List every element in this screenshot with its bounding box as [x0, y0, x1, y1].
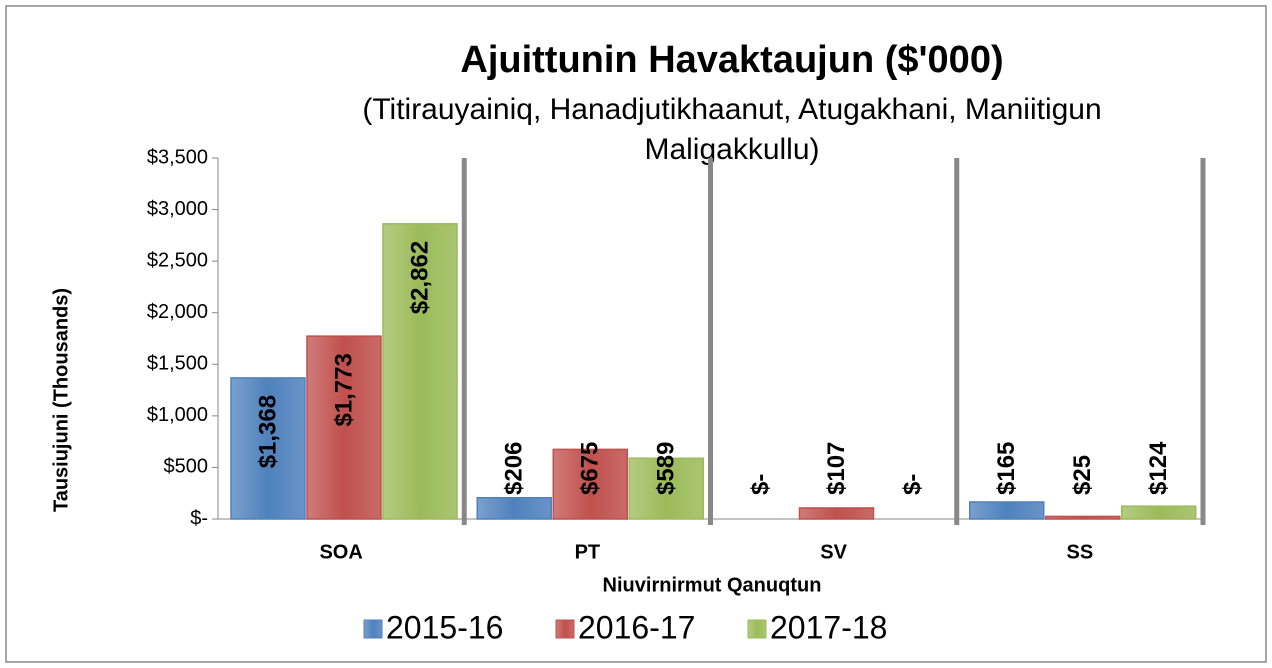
- data-label: $675: [577, 442, 604, 495]
- y-tick-label: $1,000: [147, 404, 208, 426]
- legend-label: 2017-18: [770, 609, 887, 645]
- legend-swatch: [555, 619, 575, 639]
- data-label: $25: [1069, 455, 1096, 495]
- data-label: $1,368: [254, 395, 281, 468]
- legend-label: 2015-16: [386, 609, 503, 645]
- data-label: $-: [899, 474, 926, 495]
- x-tick-label: PT: [575, 541, 601, 563]
- bar: [476, 497, 552, 520]
- bar: [798, 507, 875, 520]
- y-tick-label: $3,000: [147, 198, 208, 220]
- x-tick-label: SV: [820, 541, 847, 563]
- bar: [382, 223, 458, 520]
- chart-title: Ajuittunin Havaktaujun ($'000): [460, 39, 1003, 81]
- legend-label: 2016-17: [578, 609, 695, 645]
- y-tick-label: $-: [190, 507, 208, 529]
- y-axis-title: Tausiujuni (Thousands): [50, 288, 72, 512]
- data-label: $107: [823, 442, 850, 495]
- chart-subtitle: Maligakkullu): [644, 133, 819, 166]
- legend-swatch: [747, 619, 767, 639]
- x-tick-label: SOA: [319, 541, 362, 563]
- y-tick-label: $3,500: [147, 146, 208, 168]
- y-tick-label: $1,500: [147, 353, 208, 375]
- x-tick-label: SS: [1067, 541, 1094, 563]
- data-label: $206: [501, 442, 528, 495]
- bar: [1121, 505, 1197, 520]
- y-tick-label: $2,000: [147, 301, 208, 323]
- x-axis-title: Niuvirnirmut Qanuqtun: [603, 574, 822, 596]
- data-label: $124: [1145, 441, 1172, 495]
- data-label: $1,773: [330, 353, 357, 426]
- bar: [969, 501, 1045, 520]
- bar: [628, 457, 704, 520]
- chart-subtitle: (Titirauyainiq, Hanadjutikhaanut, Atugak…: [362, 93, 1101, 126]
- data-label: $165: [993, 442, 1020, 495]
- chart-border: [5, 5, 1267, 663]
- bar: [230, 377, 306, 520]
- data-label: $-: [747, 474, 774, 495]
- y-tick-label: $2,500: [147, 249, 208, 271]
- data-label: $589: [653, 442, 680, 495]
- data-label: $2,862: [406, 241, 433, 314]
- legend-swatch: [363, 619, 383, 639]
- y-tick-label: $500: [164, 456, 209, 478]
- bar: [1045, 515, 1121, 520]
- bar: [306, 335, 382, 520]
- bar: [552, 448, 628, 520]
